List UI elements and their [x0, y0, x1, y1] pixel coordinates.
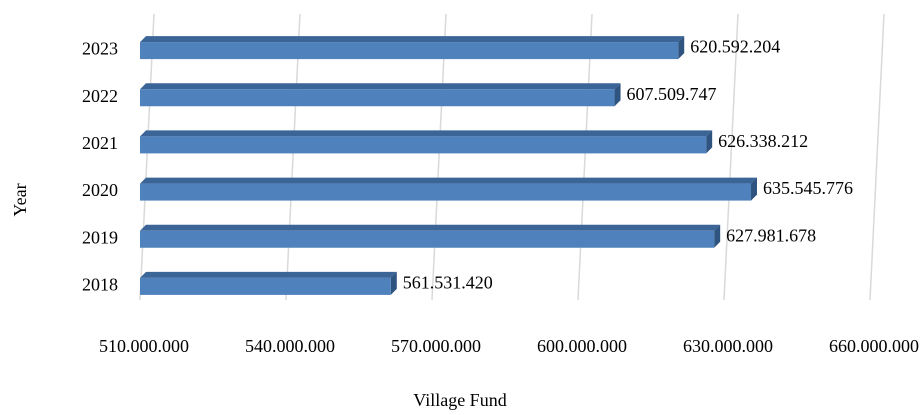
bar: [140, 224, 721, 248]
x-tick-label: 540.000.000: [245, 336, 335, 356]
data-label: 561.531.420: [403, 273, 493, 293]
y-tick-label: 2018: [82, 275, 118, 295]
grid-line: [869, 13, 885, 301]
data-label: 627.981.678: [726, 225, 816, 245]
grid-line: [431, 13, 447, 301]
x-tick-label: 600.000.000: [537, 336, 627, 356]
x-axis-label: Village Fund: [413, 390, 506, 410]
data-label: 626.338.212: [718, 131, 808, 151]
grid-line: [723, 13, 739, 301]
x-tick-label: 660.000.000: [829, 336, 919, 356]
data-label: 607.509.747: [627, 84, 717, 104]
data-label: 620.592.204: [690, 37, 780, 57]
bar: [140, 177, 757, 201]
y-tick-label: 2023: [82, 39, 118, 59]
data-label: 635.545.776: [763, 178, 853, 198]
bar: [140, 83, 621, 107]
grid-line: [577, 13, 593, 301]
x-tick-label: 630.000.000: [683, 336, 773, 356]
y-tick-label: 2022: [82, 86, 118, 106]
y-tick-label: 2019: [82, 227, 118, 247]
grid-line: [139, 13, 155, 301]
bar: [140, 36, 685, 60]
grid-line: [285, 13, 301, 301]
y-axis-label: Year: [10, 183, 30, 216]
bar: [140, 130, 713, 154]
x-tick-label: 510.000.000: [99, 336, 189, 356]
y-tick-label: 2020: [82, 180, 118, 200]
bar: [140, 271, 397, 295]
y-tick-label: 2021: [82, 133, 118, 153]
x-tick-label: 570.000.000: [391, 336, 481, 356]
